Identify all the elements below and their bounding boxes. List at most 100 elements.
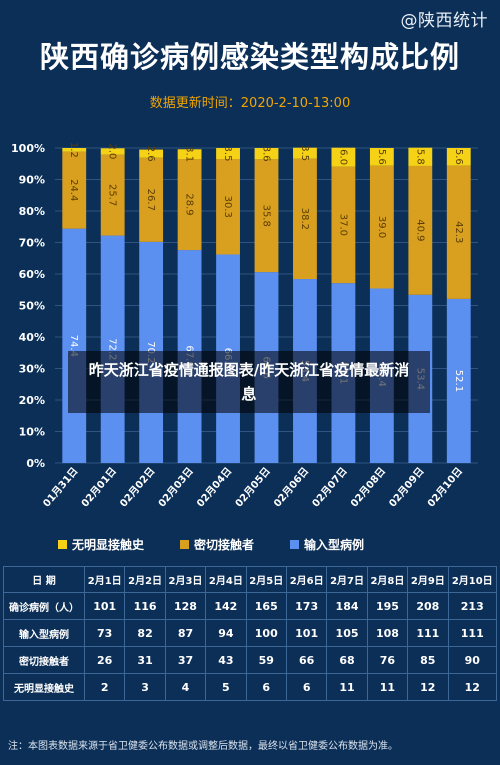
data-label-unknown: 3.6 xyxy=(261,146,272,162)
data-label-close: 30.3 xyxy=(222,196,233,218)
data-label-close: 25.7 xyxy=(107,184,118,206)
data-label-close: 39.0 xyxy=(376,216,387,238)
legend-swatch-imported xyxy=(290,540,300,549)
table-row-label: 无明显接触史 xyxy=(3,673,85,701)
table-header-cell: 2月5日 xyxy=(245,566,287,593)
table-header-row: 日 期 2月1日 2月2日 2月3日 2月4日 2月5日 2月6日 2月7日 2… xyxy=(3,566,498,593)
bar-close xyxy=(216,159,240,255)
x-tick-label: 02月05日 xyxy=(233,465,273,509)
y-tick-label: 100% xyxy=(11,142,45,155)
table-row: 输入型病例 73 82 87 94 100 101 105 108 111 111 xyxy=(3,619,498,647)
bar-unknown xyxy=(216,148,240,160)
legend-item-close: 密切接触者 xyxy=(180,536,254,553)
table-cell: 165 xyxy=(245,592,287,620)
y-tick-label: 40% xyxy=(19,331,45,344)
bar-unknown xyxy=(408,147,433,166)
table-row-label: 密切接触者 xyxy=(3,646,85,674)
table-cell: 85 xyxy=(407,646,449,674)
bar-close xyxy=(62,151,87,229)
table-cell: 111 xyxy=(407,619,449,647)
table-cell: 2 xyxy=(83,673,126,701)
data-label-imported: 72.2 xyxy=(107,338,118,360)
table-cell: 59 xyxy=(245,646,287,674)
table-cell: 208 xyxy=(407,592,449,620)
y-tick-label: 70% xyxy=(19,237,45,250)
y-tick-label: 60% xyxy=(19,268,45,281)
data-label-unknown: 3.5 xyxy=(222,146,233,162)
bar-close xyxy=(369,165,394,289)
bar-close xyxy=(177,159,202,251)
table-cell: 128 xyxy=(164,592,207,620)
data-label-close: 24.4 xyxy=(68,179,79,201)
data-label-close: 28.9 xyxy=(184,193,195,215)
data-label-unknown: 2.0 xyxy=(107,144,118,160)
x-tick-label: 02月07日 xyxy=(310,465,350,509)
table-cell: 73 xyxy=(83,619,126,647)
table-header-cell: 2月7日 xyxy=(326,566,368,593)
table-cell: 142 xyxy=(205,592,247,620)
legend-swatch-unknown xyxy=(58,540,67,549)
table-header-cell: 2月9日 xyxy=(407,566,449,593)
table-cell: 76 xyxy=(366,646,409,674)
table-cell: 4 xyxy=(164,673,207,701)
table-header-cell: 2月6日 xyxy=(285,566,328,593)
table-cell: 116 xyxy=(124,592,166,620)
table-header-cell: 2月8日 xyxy=(366,566,409,593)
data-label-close: 26.7 xyxy=(145,189,156,211)
x-tick-label: 02月08日 xyxy=(348,465,388,509)
x-tick-label: 01月31日 xyxy=(41,465,81,509)
table-cell: 90 xyxy=(447,646,498,674)
data-label-close: 40.9 xyxy=(414,219,425,241)
data-table: 日 期 2月1日 2月2日 2月3日 2月4日 2月5日 2月6日 2月7日 2… xyxy=(3,566,498,701)
table-cell: 105 xyxy=(326,619,368,647)
data-label-unknown: 1.2 xyxy=(68,142,79,158)
table-cell: 12 xyxy=(407,673,449,701)
footnote: 注：本图表数据来源于省卫健委公布数据或调整后数据，最终以省卫健委公布数据为准。 xyxy=(8,741,398,752)
table-cell: 43 xyxy=(205,646,247,674)
y-tick-label: 30% xyxy=(19,363,45,376)
x-tick-label: 02月06日 xyxy=(271,465,311,509)
table-cell: 3 xyxy=(124,673,166,701)
table-header-cell: 2月4日 xyxy=(205,566,247,593)
data-label-close: 42.3 xyxy=(453,221,464,243)
data-label-close: 37.0 xyxy=(337,214,348,236)
table-row: 确诊病例（人） 101 116 128 142 165 173 184 195 208 213 xyxy=(3,592,498,620)
table-cell: 195 xyxy=(366,592,409,620)
legend-label-imported: 输入型病例 xyxy=(304,538,365,552)
x-tick-label: 02月04日 xyxy=(194,465,234,509)
table-cell: 12 xyxy=(447,673,498,701)
data-label-imported: 52.1 xyxy=(453,370,464,392)
x-tick-label: 02月01日 xyxy=(79,465,119,509)
table-cell: 213 xyxy=(447,592,498,620)
table-cell: 11 xyxy=(326,673,368,701)
table-row-label: 输入型病例 xyxy=(3,619,85,647)
page-title: 陕西确诊病例感染类型构成比例 xyxy=(39,40,460,74)
y-tick-label: 10% xyxy=(19,426,45,439)
data-label-unknown: 5.6 xyxy=(376,149,387,165)
bar-unknown xyxy=(331,147,356,167)
table-cell: 11 xyxy=(366,673,409,701)
data-label-unknown: 6.0 xyxy=(337,149,348,165)
chart-legend: 无明显接触史 密切接触者 输入型病例 xyxy=(58,536,480,553)
table-row-label: 确诊病例（人） xyxy=(3,592,85,620)
data-label-unknown: 5.6 xyxy=(453,149,464,165)
y-tick-label: 20% xyxy=(19,394,45,407)
table-cell: 101 xyxy=(83,592,126,620)
table-cell: 31 xyxy=(124,646,166,674)
bar-close xyxy=(139,157,164,242)
bar-close xyxy=(293,158,317,280)
table-header-cell: 2月2日 xyxy=(124,566,166,593)
bar-unknown xyxy=(62,148,87,152)
table-cell: 173 xyxy=(285,592,328,620)
bar-unknown xyxy=(100,148,125,155)
table-header-cell: 2月1日 xyxy=(83,566,126,593)
y-tick-label: 50% xyxy=(19,300,45,313)
watermark-logo: @陕西统计 xyxy=(400,11,488,31)
table-cell: 101 xyxy=(285,619,328,647)
bar-unknown xyxy=(446,148,471,166)
table-cell: 37 xyxy=(164,646,207,674)
bar-imported xyxy=(446,298,471,463)
legend-item-imported: 输入型病例 xyxy=(290,536,364,553)
x-tick-label: 02月10日 xyxy=(425,465,465,509)
table-cell: 82 xyxy=(124,619,166,647)
